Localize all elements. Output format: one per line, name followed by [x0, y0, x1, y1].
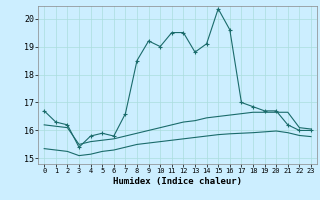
X-axis label: Humidex (Indice chaleur): Humidex (Indice chaleur) [113, 177, 242, 186]
